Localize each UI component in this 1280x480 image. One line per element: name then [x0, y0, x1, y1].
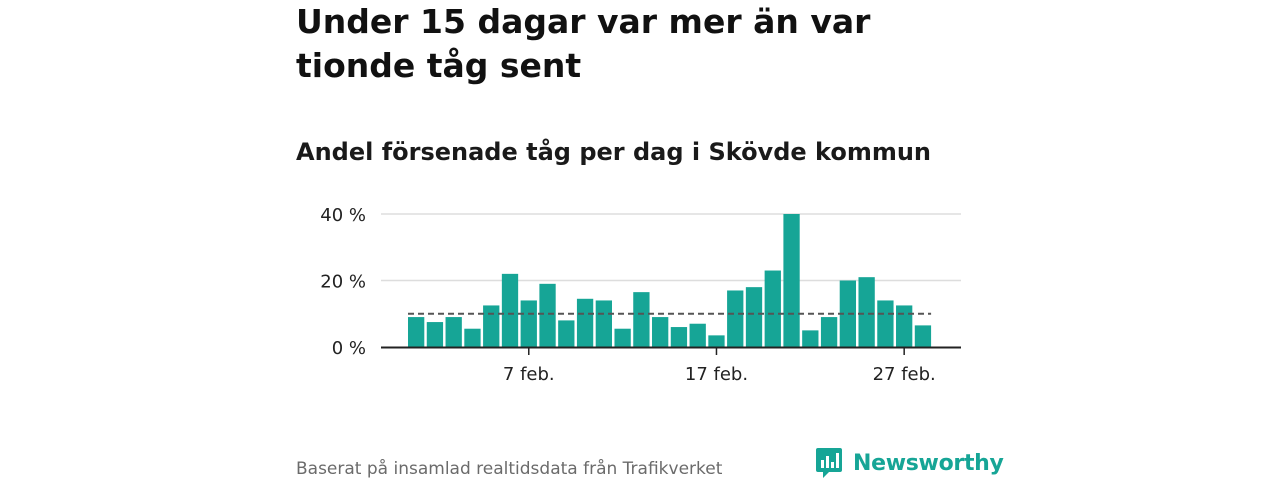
axes: 0 % 20 % 40 % 7 feb. 17 feb. 27 feb. [320, 205, 961, 385]
bar-chart-speech-bubble-icon [816, 448, 842, 478]
brand-logo: Newsworthy [815, 446, 1004, 480]
bar [426, 322, 444, 347]
bar [727, 290, 744, 347]
bar [558, 320, 575, 347]
chart-subtitle: Andel försenade tåg per dag i Skövde kom… [296, 138, 932, 166]
y-tick-label: 0 % [332, 338, 366, 359]
bar [783, 214, 800, 347]
bar [839, 280, 857, 347]
bar [445, 317, 462, 347]
bar [464, 328, 481, 347]
x-tick-label: 17 feb. [685, 364, 748, 385]
bar [914, 325, 932, 347]
bar [802, 330, 819, 347]
brand-name: Newsworthy [853, 450, 1004, 476]
source-note: Baserat på insamlad realtidsdata från Tr… [296, 459, 723, 479]
bar [877, 300, 894, 347]
chart-title: Under 15 dagar var mer än var tionde tåg… [296, 2, 871, 85]
bar [408, 317, 425, 347]
bar [689, 323, 706, 347]
bar [520, 300, 537, 347]
bar [501, 273, 519, 347]
bar [633, 292, 650, 347]
x-tick-label: 27 feb. [873, 364, 936, 385]
y-tick-label: 40 % [320, 205, 366, 226]
x-tick-label: 7 feb. [503, 364, 555, 385]
bar [576, 298, 594, 347]
bar [708, 335, 725, 347]
bar [896, 305, 913, 347]
bar [483, 305, 500, 347]
bar [764, 270, 781, 347]
bar [539, 283, 556, 347]
bar [858, 277, 875, 347]
bar-chart: 0 % 20 % 40 % 7 feb. 17 feb. 27 feb. [320, 205, 961, 385]
bar [614, 328, 631, 347]
bar [820, 317, 838, 347]
grid-lines [381, 213, 961, 282]
y-tick-label: 20 % [320, 272, 366, 293]
bars [408, 214, 932, 347]
bar [652, 317, 669, 347]
bar [595, 300, 612, 347]
bar [670, 327, 688, 347]
bar [745, 287, 763, 347]
